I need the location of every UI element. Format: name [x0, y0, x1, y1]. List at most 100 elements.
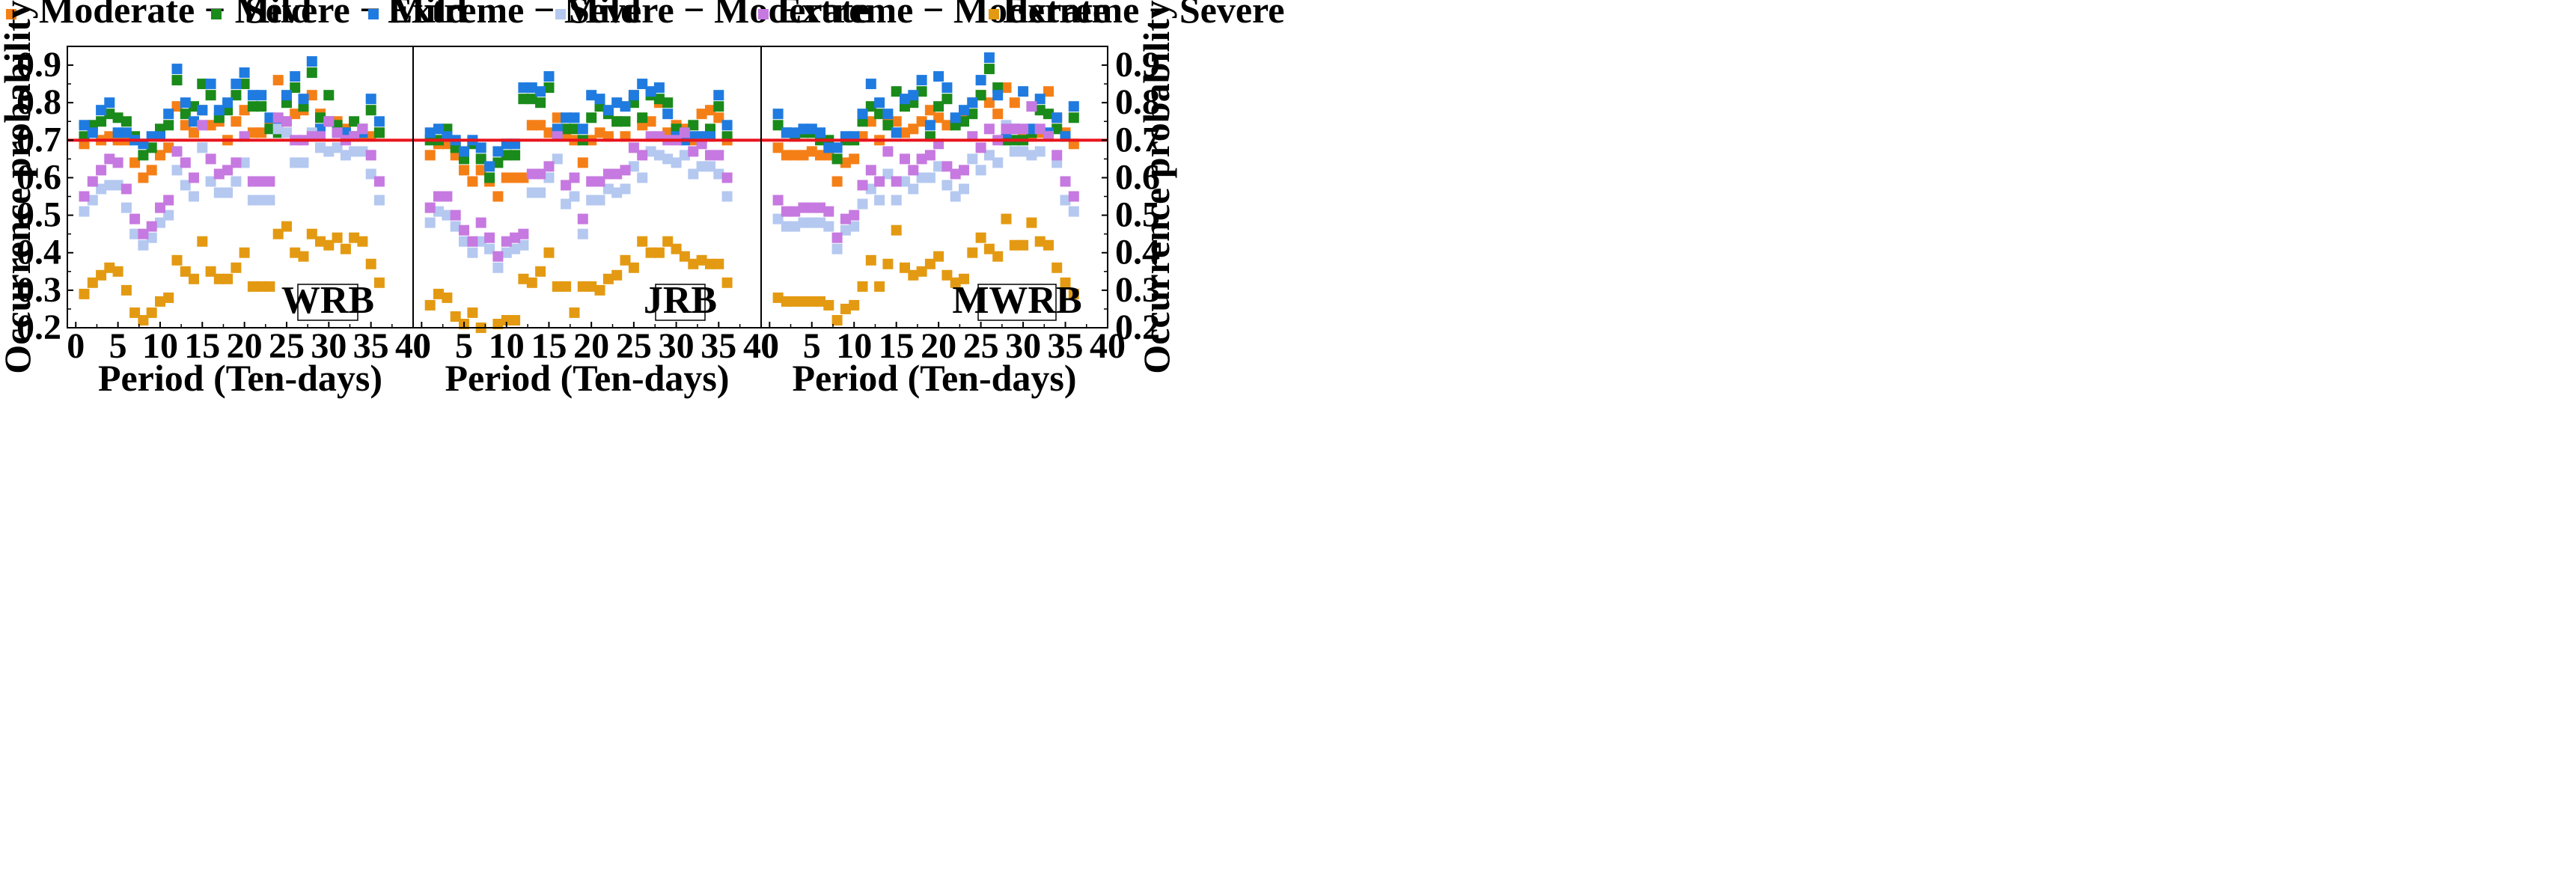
point-wrb-s4-p12: [171, 165, 183, 176]
point-wrb-s6-p18: [222, 273, 234, 284]
xtick-label-mwrb-25: 25: [963, 326, 999, 366]
point-wrb-s1-p28: [306, 90, 317, 101]
legend-label-3: Extreme − Mild: [388, 0, 641, 31]
xtick-label-wrb-10: 10: [142, 326, 178, 366]
point-mwrb-s5-p22: [950, 168, 961, 180]
point-mwrb-s1-p21: [941, 120, 953, 131]
point-mwrb-s4-p6: [815, 217, 825, 228]
point-wrb-s3-p22: [256, 90, 267, 101]
point-jrb-s3-p1: [424, 127, 436, 138]
point-wrb-s1-p7: [129, 157, 141, 168]
point-mwrb-s4-p18: [916, 172, 927, 183]
x-axis-title-jrb: Period (Ten-days): [445, 357, 729, 399]
point-mwrb-s6-p21: [941, 269, 953, 281]
point-jrb-s3-p26: [637, 79, 648, 90]
point-jrb-s2-p32: [688, 120, 699, 131]
point-jrb-s2-p12: [518, 94, 529, 105]
point-mwrb-s2-p18: [916, 86, 927, 97]
point-jrb-s2-p17: [561, 123, 572, 135]
point-mwrb-s5-p5: [806, 202, 817, 213]
point-wrb-s4-p15: [197, 142, 208, 153]
point-jrb-s4-p30: [671, 157, 682, 168]
point-jrb-s5-p11: [510, 232, 521, 243]
point-wrb-s5-p5: [112, 157, 123, 168]
point-jrb-s3-p36: [721, 120, 733, 131]
point-wrb-s1-p11: [163, 142, 174, 153]
point-wrb-s1-p22: [256, 127, 267, 138]
point-mwrb-s1-p17: [908, 123, 919, 135]
point-wrb-s2-p6: [120, 116, 132, 127]
point-mwrb-s6-p7: [823, 299, 834, 311]
point-mwrb-s4-p10: [849, 221, 860, 232]
point-jrb-s2-p13: [526, 94, 537, 105]
point-jrb-s6-p20: [586, 281, 597, 292]
point-wrb-s4-p22: [256, 195, 267, 206]
point-jrb-s6-p2: [433, 288, 444, 299]
point-jrb-s6-p32: [688, 258, 699, 269]
point-jrb-s1-p33: [696, 109, 707, 120]
point-jrb-s1-p16: [552, 112, 563, 123]
point-mwrb-s4-p14: [882, 168, 894, 180]
xtick-label-wrb-15: 15: [184, 326, 220, 366]
point-mwrb-s3-p36: [1068, 101, 1079, 112]
point-jrb-s4-p2: [433, 206, 444, 217]
point-mwrb-s5-p3: [790, 206, 801, 217]
point-wrb-s5-p17: [213, 168, 225, 180]
point-wrb-s3-p25: [281, 90, 292, 101]
point-mwrb-s5-p23: [959, 165, 969, 176]
point-jrb-s5-p36: [721, 172, 733, 183]
point-mwrb-s2-p25: [975, 90, 986, 101]
point-wrb-s4-p19: [231, 176, 242, 187]
point-wrb-s4-p27: [298, 157, 309, 168]
point-wrb-s6-p7: [129, 307, 141, 318]
legend-label-5: Extreme − Moderate: [777, 0, 1109, 31]
point-jrb-s5-p14: [535, 168, 546, 180]
point-wrb-s2-p11: [163, 120, 174, 131]
point-wrb-s6-p21: [247, 281, 258, 292]
point-mwrb-s5-p32: [1034, 123, 1046, 135]
point-jrb-s4-p3: [442, 210, 453, 221]
point-mwrb-s4-p25: [975, 165, 986, 176]
ytick-label-left-6: 0.8: [16, 82, 61, 122]
y-axis-title-left: Occurrence probability: [0, 0, 38, 374]
point-jrb-s4-p15: [543, 172, 555, 183]
point-mwrb-s1-p6: [815, 150, 825, 161]
ytick-label-left-4: 0.6: [16, 157, 61, 197]
point-jrb-s5-p4: [450, 210, 461, 221]
point-jrb-s2-p9: [492, 157, 504, 168]
point-mwrb-s2-p23: [959, 116, 969, 127]
point-jrb-s5-p18: [569, 172, 580, 183]
point-jrb-s1-p15: [543, 127, 555, 138]
point-jrb-s5-p9: [492, 251, 504, 262]
point-wrb-s4-p2: [87, 195, 98, 206]
point-mwrb-s6-p19: [924, 258, 936, 269]
point-jrb-s4-p18: [569, 191, 580, 202]
point-mwrb-s5-p34: [1052, 150, 1063, 161]
point-jrb-s3-p15: [543, 71, 555, 82]
point-mwrb-s2-p24: [967, 109, 978, 120]
point-mwrb-s5-p15: [891, 176, 902, 187]
point-jrb-s2-p10: [501, 150, 512, 161]
point-wrb-s6-p17: [213, 273, 225, 284]
point-jrb-s4-p24: [620, 183, 631, 195]
point-wrb-s6-p6: [120, 284, 132, 296]
point-wrb-s3-p4: [104, 97, 115, 109]
point-jrb-s1-p13: [526, 120, 537, 131]
point-mwrb-s6-p12: [865, 254, 876, 266]
point-wrb-s5-p34: [357, 123, 368, 135]
point-wrb-s3-p23: [264, 112, 275, 123]
point-jrb-s6-p11: [510, 315, 521, 326]
point-jrb-s3-p9: [492, 146, 504, 157]
point-mwrb-s1-p29: [1009, 97, 1020, 109]
point-wrb-s4-p35: [365, 168, 376, 180]
xtick-label-wrb-20: 20: [227, 326, 263, 366]
point-jrb-s1-p6: [467, 176, 478, 187]
ytick-label-right-1: 0.3: [1115, 270, 1160, 310]
point-wrb-s5-p21: [247, 176, 258, 187]
point-mwrb-s5-p36: [1068, 191, 1079, 202]
panel-label-box-mwrb: [977, 284, 1057, 321]
point-jrb-s5-p12: [518, 228, 529, 239]
point-wrb-s4-p30: [323, 146, 335, 157]
point-jrb-s5-p26: [637, 150, 648, 161]
